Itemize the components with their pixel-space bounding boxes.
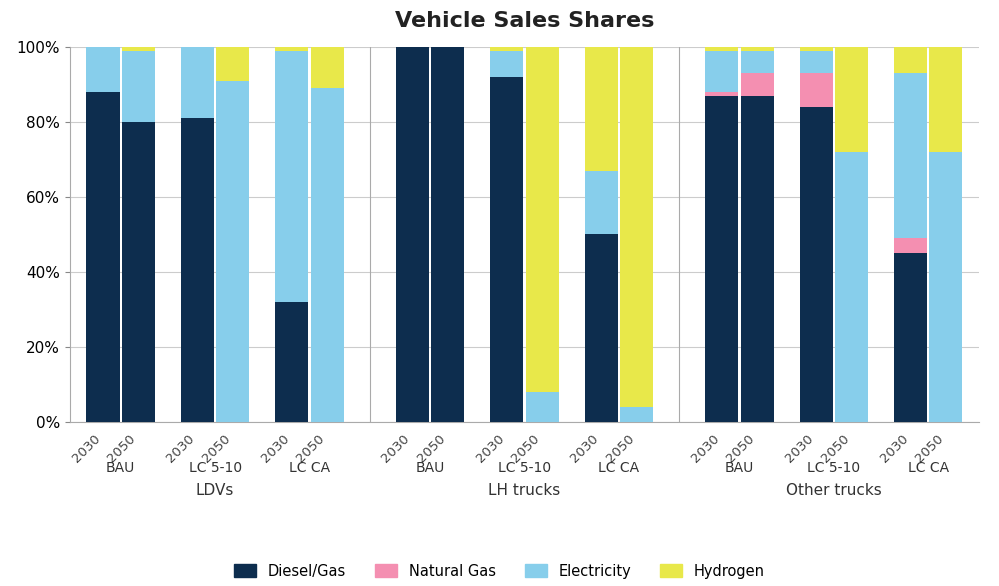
Bar bbox=[217, 81, 250, 422]
Text: LC CA: LC CA bbox=[598, 461, 639, 475]
Bar bbox=[584, 47, 617, 171]
Bar bbox=[181, 118, 214, 422]
Bar bbox=[835, 47, 868, 152]
Bar bbox=[396, 47, 429, 422]
Bar bbox=[799, 50, 832, 73]
Bar bbox=[491, 50, 523, 77]
Bar bbox=[620, 47, 653, 407]
Bar bbox=[525, 392, 558, 422]
Bar bbox=[894, 73, 927, 238]
Bar bbox=[929, 47, 962, 152]
Text: LC 5-10: LC 5-10 bbox=[189, 461, 242, 475]
Text: BAU: BAU bbox=[416, 461, 445, 475]
Bar bbox=[894, 238, 927, 253]
Bar bbox=[835, 152, 868, 422]
Bar bbox=[432, 47, 465, 422]
Text: LC 5-10: LC 5-10 bbox=[498, 461, 551, 475]
Bar bbox=[122, 122, 155, 422]
Text: LC CA: LC CA bbox=[289, 461, 330, 475]
Bar bbox=[740, 47, 773, 50]
Bar bbox=[122, 47, 155, 50]
Bar bbox=[799, 47, 832, 50]
Bar bbox=[276, 47, 309, 50]
Bar bbox=[740, 96, 773, 422]
Bar bbox=[894, 253, 927, 422]
Bar bbox=[491, 47, 523, 50]
Bar bbox=[311, 88, 344, 422]
Title: Vehicle Sales Shares: Vehicle Sales Shares bbox=[395, 12, 654, 32]
Bar bbox=[87, 92, 120, 422]
Bar bbox=[799, 73, 832, 107]
Bar bbox=[122, 50, 155, 122]
Bar bbox=[87, 47, 120, 92]
Bar bbox=[584, 171, 617, 234]
Bar bbox=[311, 47, 344, 88]
Bar bbox=[929, 152, 962, 422]
Bar bbox=[894, 47, 927, 73]
Bar bbox=[491, 77, 523, 422]
Text: BAU: BAU bbox=[106, 461, 135, 475]
Bar bbox=[740, 50, 773, 73]
Bar bbox=[620, 407, 653, 422]
Bar bbox=[705, 50, 738, 92]
Legend: Diesel/Gas, Natural Gas, Electricity, Hydrogen: Diesel/Gas, Natural Gas, Electricity, Hy… bbox=[229, 558, 770, 585]
Bar bbox=[740, 73, 773, 96]
Text: LH trucks: LH trucks bbox=[489, 483, 560, 498]
Bar bbox=[525, 47, 558, 392]
Bar bbox=[276, 50, 309, 302]
Bar bbox=[584, 234, 617, 422]
Text: LDVs: LDVs bbox=[196, 483, 235, 498]
Bar bbox=[181, 47, 214, 118]
Bar bbox=[705, 96, 738, 422]
Text: Other trucks: Other trucks bbox=[786, 483, 882, 498]
Bar bbox=[799, 107, 832, 422]
Bar bbox=[217, 47, 250, 81]
Bar bbox=[705, 92, 738, 96]
Bar bbox=[276, 302, 309, 422]
Text: LC CA: LC CA bbox=[908, 461, 949, 475]
Text: BAU: BAU bbox=[724, 461, 754, 475]
Bar bbox=[705, 47, 738, 50]
Text: LC 5-10: LC 5-10 bbox=[807, 461, 860, 475]
